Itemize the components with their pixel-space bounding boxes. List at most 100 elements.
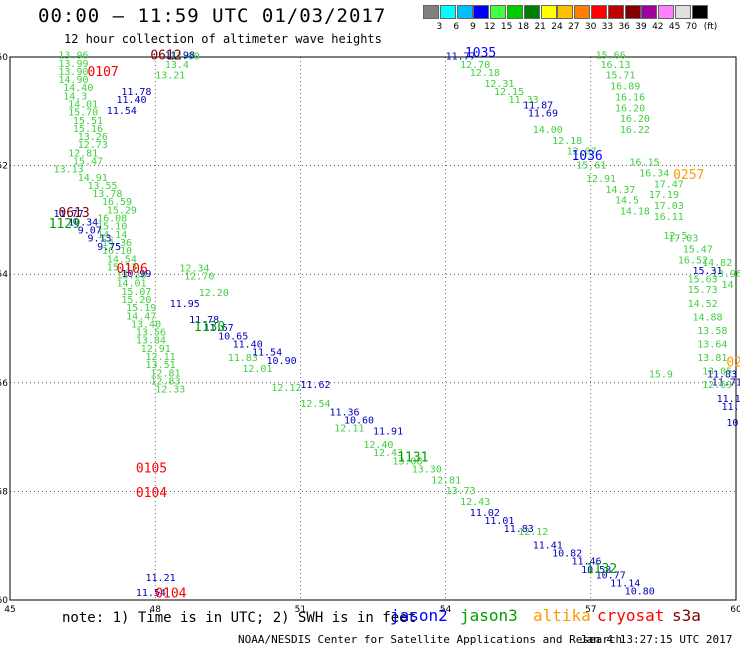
- swh-value: 14.53: [721, 280, 740, 291]
- swh-value: 13.90: [58, 67, 88, 78]
- swh-value: 12.15: [494, 87, 524, 98]
- swh-value: 11.83: [504, 524, 534, 535]
- swh-value: 14.52: [688, 299, 718, 310]
- swh-value: 12.07: [567, 147, 597, 158]
- y-tick-label: -56: [0, 379, 8, 389]
- swh-value: 16.15: [630, 158, 660, 169]
- colorbar-label: 21: [534, 22, 546, 32]
- colorbar-cell: [456, 5, 473, 19]
- swh-value: 12.43: [373, 448, 403, 459]
- swh-value: 12.81: [68, 148, 98, 159]
- swh-value: 11.46: [571, 557, 601, 568]
- swh-value: 11.41: [533, 540, 563, 551]
- swh-value: 11.40: [233, 340, 263, 351]
- swh-value: 11.67: [204, 323, 234, 334]
- page-title: 00:00 – 11:59 UTC 01/03/2017: [38, 5, 387, 27]
- swh-value: 11.83: [707, 369, 737, 380]
- swh-value: 15.29: [107, 205, 137, 216]
- legend-s3a: s3a: [672, 606, 701, 625]
- colorbar-label: 15: [500, 22, 513, 32]
- swh-value: 16.20: [615, 103, 645, 114]
- colorbar-cell: [591, 5, 607, 19]
- swh-value: 16.89: [610, 82, 640, 93]
- swh-value: 15.13: [107, 262, 137, 273]
- x-tick-label: 48: [149, 605, 161, 615]
- colorbar-unit: (ft): [703, 22, 718, 32]
- pass-time-label: 0104: [136, 486, 167, 501]
- pass-time-label: 1036: [571, 149, 602, 164]
- swh-value: 16.08: [97, 214, 127, 225]
- colorbar-label: 12: [484, 22, 496, 32]
- swh-value: 15.10: [97, 222, 127, 233]
- swh-value: 13.58: [697, 326, 727, 337]
- swh-value: 11.16: [717, 394, 740, 405]
- colorbar-label: 18: [517, 22, 530, 32]
- pass-time-label: 0105: [136, 461, 167, 476]
- x-tick-label: 57: [585, 605, 596, 615]
- swh-value: 11.77: [54, 209, 84, 220]
- swh-value: 10.99: [121, 269, 151, 280]
- colorbar-label: 42: [652, 22, 664, 32]
- x-tick-label: 45: [4, 605, 15, 615]
- swh-value: 12.91: [141, 344, 171, 355]
- swh-value: 15.31: [692, 266, 722, 277]
- y-tick-label: -58: [0, 487, 8, 497]
- colorbar-cell: [574, 5, 591, 19]
- colorbar-cell: [624, 5, 641, 19]
- colorbar-label: 36: [618, 22, 630, 32]
- swh-value: 15.16: [73, 124, 103, 135]
- swh-value: 13.90: [170, 52, 200, 63]
- swh-value: 14.5: [615, 196, 639, 207]
- swh-value: 16.59: [102, 197, 132, 208]
- colorbar-label: 27: [568, 22, 580, 32]
- swh-value: 16.11: [654, 212, 684, 223]
- colorbar-label: 3: [436, 22, 443, 32]
- colorbar-cell: [675, 5, 691, 19]
- pass-time-label: 0257: [673, 168, 704, 183]
- swh-value: 14.3: [63, 91, 87, 102]
- swh-value: 17.03: [668, 234, 698, 245]
- swh-value: 11.78: [189, 315, 219, 326]
- swh-value: 12.34: [179, 263, 209, 274]
- swh-value: 13.73: [446, 486, 476, 497]
- swh-value: 16.20: [620, 114, 650, 125]
- swh-value: 14.40: [63, 83, 93, 94]
- swh-value: 12.18: [552, 136, 582, 147]
- colorbar-cell: [439, 5, 456, 19]
- swh-value: 14.90: [58, 75, 88, 86]
- swh-value: 13.4: [165, 60, 189, 71]
- pass-time-label: 1132: [586, 562, 617, 577]
- swh-value: 12.69: [702, 380, 732, 391]
- swh-value: 14.82: [702, 258, 732, 269]
- swh-value: 11.14: [610, 578, 640, 589]
- legend-altika: altika: [533, 606, 591, 625]
- legend-cryosat: cryosat: [597, 606, 665, 625]
- swh-value: 12.31: [484, 79, 514, 90]
- swh-value: 11.78: [121, 87, 151, 98]
- colorbar-label: 45: [668, 22, 681, 32]
- swh-value: 13.99: [58, 59, 88, 70]
- swh-value: 15.51: [73, 116, 103, 127]
- swh-value: 17.19: [649, 190, 679, 201]
- swh-value: 10.82: [552, 549, 582, 560]
- swh-value: 11.69: [528, 109, 558, 120]
- swh-value: 13.84: [136, 336, 166, 347]
- swh-value: 12.5: [663, 231, 687, 242]
- swh-value: 10.60: [344, 416, 374, 427]
- swh-value: 14.14: [97, 230, 127, 241]
- legend-jason3: jason3: [460, 606, 518, 625]
- x-tick-label: 54: [440, 605, 452, 615]
- swh-value: 16.22: [620, 125, 650, 136]
- swh-value: 11.83: [228, 353, 258, 364]
- colorbar-cell: [507, 5, 523, 19]
- swh-value: 13.08: [392, 456, 422, 467]
- swh-value: 13.64: [697, 340, 727, 351]
- swh-value: 14.18: [620, 206, 650, 217]
- swh-value: 10: [726, 418, 738, 429]
- swh-value: 12.11: [334, 424, 364, 435]
- colorbar-cell: [473, 5, 490, 19]
- x-tick-label: 51: [295, 605, 306, 615]
- swh-value: 11.8: [721, 402, 740, 413]
- swh-value: 12.20: [199, 288, 229, 299]
